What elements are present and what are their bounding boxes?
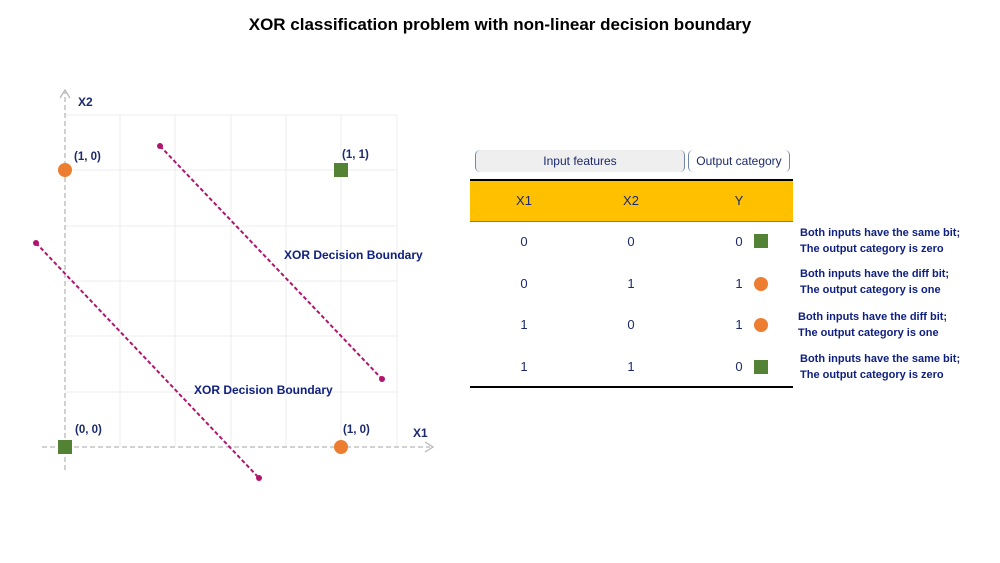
row-note-line2: The output category is one — [800, 284, 941, 296]
table-cell-x1: 1 — [520, 317, 528, 332]
x-axis-label: X1 — [413, 426, 428, 440]
row-note-line2: The output category is zero — [800, 243, 944, 255]
x-axis-arrow-icon — [424, 441, 435, 453]
point-label-1-0-top: (1, 0) — [74, 151, 101, 163]
column-header-y: Y — [734, 193, 744, 208]
point-1-1-square — [334, 163, 348, 177]
table-cell-y: 0 — [735, 359, 743, 374]
square-icon — [754, 360, 768, 374]
row-note-line1: Both inputs have the same bit; — [800, 227, 961, 239]
input-features-header: Input features — [475, 150, 685, 172]
row-note-line1: Both inputs have the diff bit; — [798, 311, 948, 323]
row-note: Both inputs have the same bit; The outpu… — [800, 225, 985, 257]
boundary-label-lower: XOR Decision Boundary — [194, 383, 333, 397]
circle-icon — [754, 318, 768, 332]
table-cell-x2: 0 — [627, 234, 635, 249]
table-cell-x2: 1 — [627, 276, 635, 291]
point-label-0-0: (0, 0) — [75, 424, 102, 436]
y-axis-arrow-icon — [59, 88, 71, 99]
row-note: Both inputs have the diff bit; The outpu… — [798, 309, 983, 341]
row-note-line1: Both inputs have the same bit; — [800, 353, 961, 365]
square-icon — [754, 234, 768, 248]
table-cell-x2: 1 — [627, 359, 635, 374]
column-header-x2: X2 — [623, 193, 639, 208]
boundary-label-upper: XOR Decision Boundary — [284, 248, 423, 262]
row-note: Both inputs have the diff bit; The outpu… — [800, 266, 985, 298]
point-label-1-0-bottom: (1, 0) — [343, 424, 370, 436]
y-axis-label: X2 — [78, 95, 93, 109]
row-note: Both inputs have the same bit; The outpu… — [800, 351, 985, 383]
output-category-header: Output category — [688, 150, 790, 172]
table-cell-x1: 1 — [520, 359, 528, 374]
point-1-0-circle-bottom — [334, 440, 348, 454]
table-cell-y: 0 — [735, 234, 743, 249]
decision-boundary-lower — [33, 240, 262, 481]
table-cell-x1: 0 — [520, 234, 528, 249]
point-1-0-circle-top — [58, 163, 72, 177]
table-header-row: X1 X2 Y — [470, 179, 793, 222]
decision-boundary-upper — [157, 143, 385, 382]
point-label-1-1: (1, 1) — [342, 149, 369, 161]
row-note-line1: Both inputs have the diff bit; — [800, 268, 950, 280]
table-cell-y: 1 — [735, 276, 743, 291]
table-cell-x2: 0 — [627, 317, 635, 332]
table-cell-x1: 0 — [520, 276, 528, 291]
column-header-x1: X1 — [516, 193, 532, 208]
table-cell-y: 1 — [735, 317, 743, 332]
point-0-0-square — [58, 440, 72, 454]
circle-icon — [754, 277, 768, 291]
table-bottom-rule — [470, 386, 793, 388]
row-note-line2: The output category is one — [798, 327, 939, 339]
page-title: XOR classification problem with non-line… — [248, 15, 752, 34]
row-note-line2: The output category is zero — [800, 369, 944, 381]
